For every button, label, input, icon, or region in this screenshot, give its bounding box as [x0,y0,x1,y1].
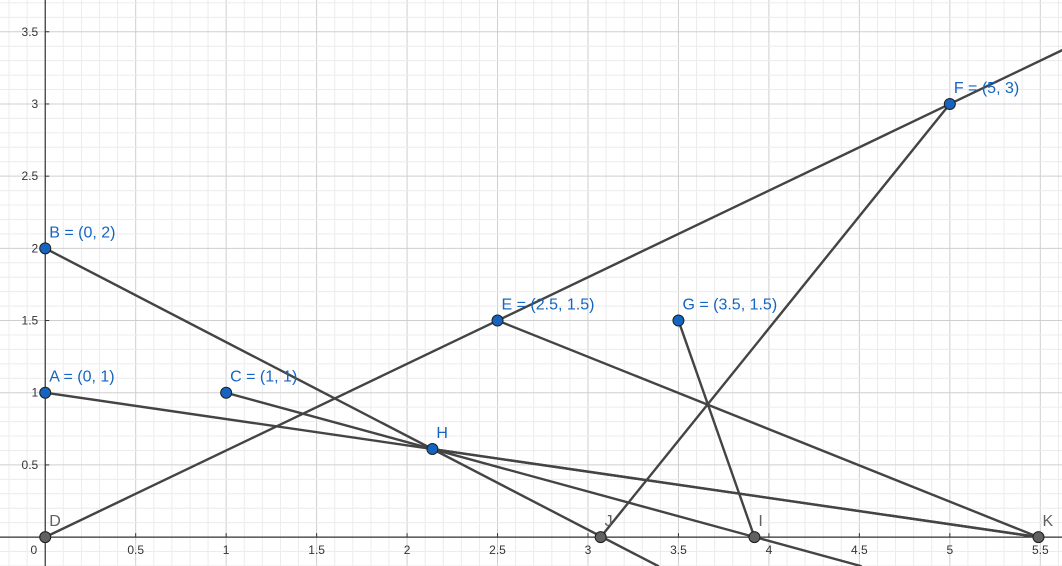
point-label-k: K [1042,513,1053,530]
line-HK [431,447,1040,539]
y-tick-label: 2.5 [22,169,39,183]
points [39,97,1045,544]
x-tick-label: 4 [766,543,773,557]
x-tick-label: 2 [404,543,411,557]
point-c[interactable] [220,386,233,399]
x-tick-label: 3 [585,543,592,557]
tick-labels: 0 0.5 1 1.5 2 2.5 3 3.5 4 4.5 5 5.5 0.5 1 1.5 2 2.5 3 3.5 [22,25,1049,557]
point-label-h: H [436,425,448,442]
line-FJ [599,102,952,539]
point-label-j: J [605,513,613,530]
line-GI [677,319,756,539]
point-g[interactable] [672,314,685,327]
point-label-f: F = (5, 3) [954,80,1019,97]
x-tick-label: 1 [223,543,230,557]
x-tick-label: 5 [946,543,953,557]
x-tick-label: 4.5 [851,543,868,557]
x-tick-label: 1.5 [308,543,325,557]
point-label-e: E = (2.5, 1.5) [502,297,595,314]
x-tick-label: 0 [31,543,38,557]
point-f[interactable] [943,97,956,110]
construction-lines [44,49,1062,566]
line-BH [44,247,660,566]
point-label-d: D [49,513,61,530]
point-a[interactable] [39,386,52,399]
y-tick-label: 1 [32,386,39,400]
point-e[interactable] [491,314,504,327]
line-DF [44,49,1062,539]
point-k[interactable] [1032,531,1045,544]
point-label-a: A = (0, 1) [49,369,114,386]
point-label-g: G = (3.5, 1.5) [682,297,777,314]
y-tick-label: 0.5 [22,458,39,472]
y-tick-label: 3 [32,97,39,111]
x-tick-label: 5.5 [1032,543,1049,557]
x-tick-label: 0.5 [127,543,144,557]
point-d[interactable] [39,531,52,544]
point-j[interactable] [594,531,607,544]
point-b[interactable] [39,242,52,255]
point-label-b: B = (0, 2) [49,224,115,241]
y-tick-label: 1.5 [22,314,39,328]
point-h[interactable] [426,443,439,456]
point-label-c: C = (1, 1) [230,369,297,386]
point-i[interactable] [748,531,761,544]
x-tick-label: 2.5 [489,543,506,557]
point-labels: A = (0, 1) B = (0, 2) C = (1, 1) D E = (2.5,… [49,80,1053,530]
y-tick-label: 2 [32,241,39,255]
point-label-i: I [758,513,762,530]
x-tick-label: 3.5 [670,543,687,557]
line-EK [496,319,1040,539]
y-tick-label: 3.5 [22,25,39,39]
